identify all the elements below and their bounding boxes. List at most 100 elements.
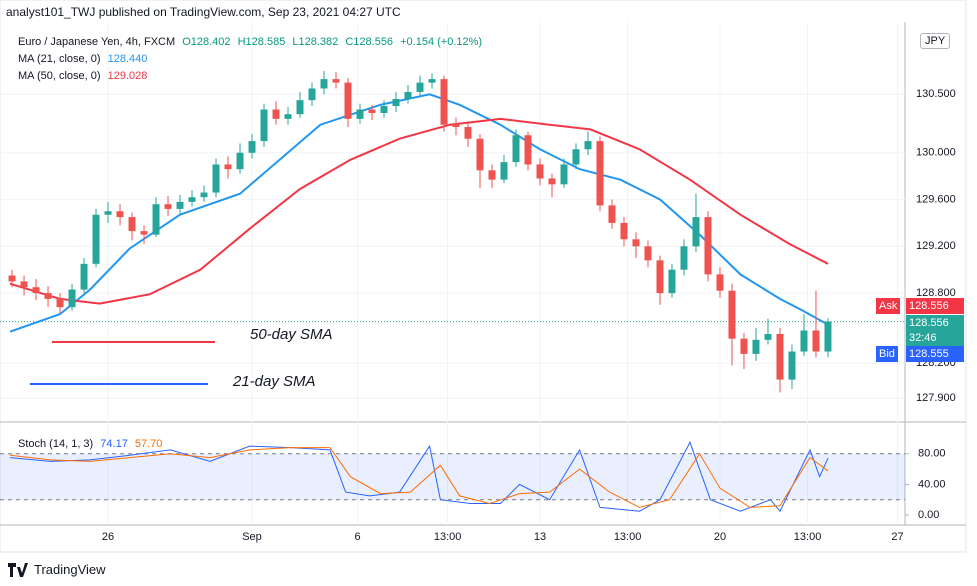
x-tick-label: Sep — [242, 531, 262, 543]
candle-body — [320, 79, 328, 89]
candle-body — [560, 164, 568, 185]
moving-average — [9, 93, 829, 333]
candle-body — [644, 246, 652, 261]
candle-body — [464, 127, 472, 139]
moving-average — [9, 117, 829, 305]
candle-body — [524, 135, 532, 165]
annotation: 50-day SMA — [250, 326, 333, 343]
candle-body — [332, 79, 340, 83]
candle-body — [20, 281, 28, 288]
y-tick-label: 130.000 — [916, 147, 956, 159]
y-tick-label: 80.00 — [918, 448, 946, 460]
legend-label: MA (50, close, 0) — [18, 70, 101, 82]
candle-body — [104, 211, 112, 215]
candle-body — [548, 178, 556, 185]
x-tick-label: 13:00 — [794, 531, 822, 543]
candle-body — [44, 293, 52, 299]
y-tick-label: 40.00 — [918, 478, 946, 490]
candle-body — [416, 82, 424, 92]
candle-body — [728, 290, 736, 339]
candle-body — [128, 217, 136, 232]
candle-body — [236, 152, 244, 170]
candle-body — [272, 109, 280, 119]
y-tick-label: 127.900 — [916, 392, 956, 404]
candle-body — [116, 211, 124, 218]
last-price: 128.556 — [906, 315, 964, 331]
candle-body — [200, 192, 208, 198]
candle-body — [740, 338, 748, 354]
x-tick-label: 6 — [355, 531, 361, 543]
ma50-legend: MA (50, close, 0) 129.028 — [18, 70, 151, 82]
candle-body — [68, 289, 76, 308]
candle-body — [716, 274, 724, 291]
published-line: analyst101_TWJ published on TradingView.… — [6, 5, 401, 19]
quote: +0.154 (+0.12%) — [400, 36, 483, 48]
x-tick-label: 20 — [714, 531, 726, 543]
currency-button[interactable]: JPY — [920, 33, 951, 49]
candle-body — [368, 109, 376, 114]
candle-body — [476, 138, 484, 171]
quote: O128.402 — [182, 36, 231, 48]
footer-brand: TradingView — [34, 562, 106, 577]
legend-label: Stoch (14, 1, 3) — [18, 438, 94, 450]
y-tick-label: 128.800 — [916, 287, 956, 299]
candle-body — [248, 141, 256, 153]
candle-body — [776, 334, 784, 380]
candle-body — [668, 269, 676, 294]
stoch-line — [9, 447, 829, 508]
candle-body — [752, 339, 760, 354]
candle-body — [764, 334, 772, 340]
symbol-legend: Euro / Japanese Yen, 4h, FXCM O128.402 H… — [18, 36, 486, 48]
quote: C128.556 — [345, 36, 394, 48]
legend-value: 128.440 — [107, 53, 148, 65]
quote: H128.585 — [237, 36, 286, 48]
candle-body — [344, 82, 352, 119]
candle-body — [56, 298, 64, 308]
candle-body — [140, 231, 148, 235]
candle-body — [80, 263, 88, 290]
candle-body — [176, 201, 184, 209]
stoch-band — [0, 453, 905, 500]
candle-body — [212, 164, 220, 193]
x-tick-label: 13:00 — [434, 531, 462, 543]
candle-body — [536, 164, 544, 179]
candle-body — [656, 260, 664, 294]
candle-body — [152, 204, 160, 235]
candle-body — [680, 246, 688, 270]
candle-body — [488, 170, 496, 180]
annotation: 21-day SMA — [232, 373, 316, 390]
candle-body — [440, 79, 448, 125]
logo — [8, 563, 28, 577]
y-tick-label: 129.200 — [916, 240, 956, 252]
x-tick-label: 13:00 — [614, 531, 642, 543]
grid — [0, 22, 909, 525]
candle-body — [404, 91, 412, 99]
legend-label: MA (21, close, 0) — [18, 53, 101, 65]
candle-body — [800, 330, 808, 352]
candle-body — [572, 149, 580, 165]
candle-body — [632, 239, 640, 247]
candle-body — [224, 164, 232, 170]
candle-body — [92, 214, 100, 264]
legend-value: 129.028 — [107, 70, 148, 82]
quote: L128.382 — [292, 36, 339, 48]
ask-label: Ask — [876, 298, 901, 314]
y-tick-label: 129.600 — [916, 193, 956, 205]
candle-body — [308, 88, 316, 101]
candle-body — [692, 217, 700, 247]
countdown: 32:46 — [906, 330, 964, 346]
x-tick-label: 27 — [891, 531, 903, 543]
plot: 26 Sep 6 13:00 13 13:00 20 13:00 27 130.500 130.00… — [0, 70, 956, 543]
bid-label: Bid — [876, 346, 898, 362]
y-tick-label: 130.500 — [916, 88, 956, 100]
candle-body — [284, 114, 292, 119]
candle-body — [32, 287, 40, 294]
candle-body — [380, 106, 388, 114]
candle-body — [596, 141, 604, 206]
candle-body — [620, 222, 628, 240]
stoch-legend: Stoch (14, 1, 3) 74.17 57.70 — [18, 438, 166, 450]
candle-body — [164, 204, 172, 209]
ask-price: 128.556 — [906, 298, 964, 314]
